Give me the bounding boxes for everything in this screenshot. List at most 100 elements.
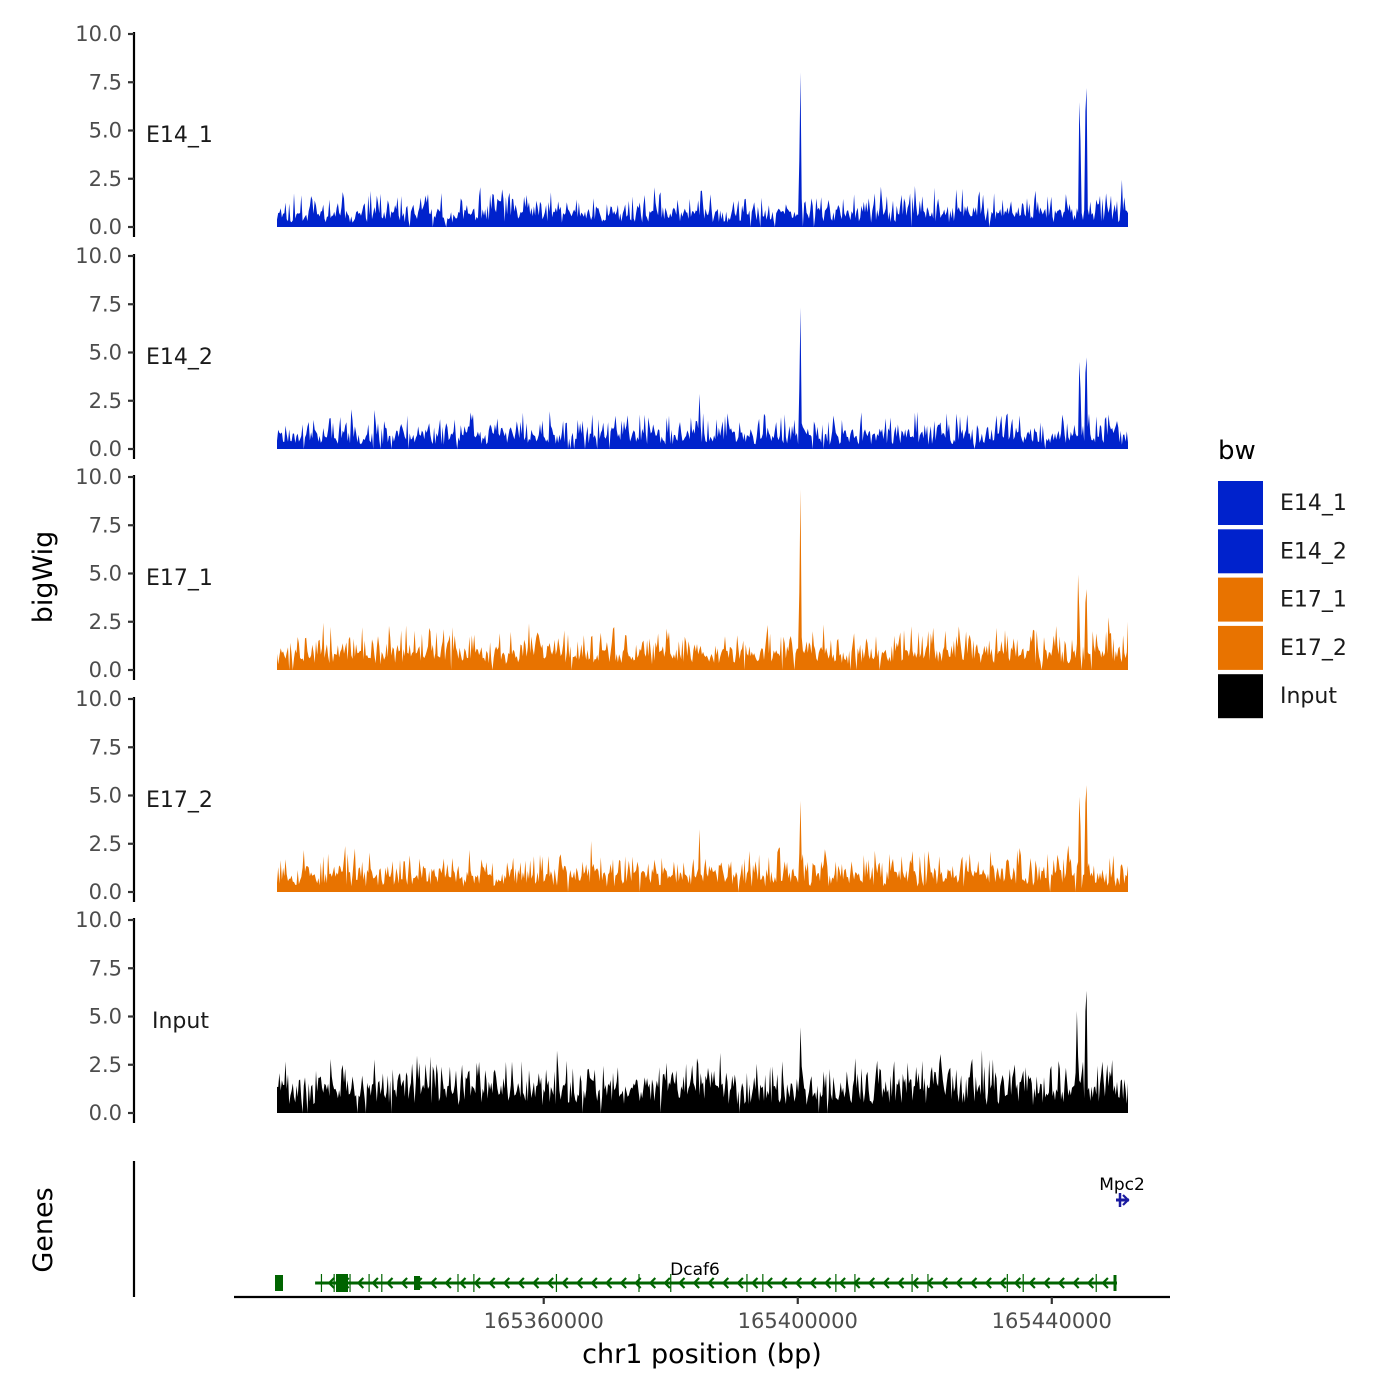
- x-tick-label: 165440000: [992, 1309, 1112, 1333]
- legend-label: E14_1: [1280, 491, 1347, 516]
- strand-arrow: [400, 1277, 408, 1289]
- strand-arrow: [458, 1277, 467, 1289]
- y-tick-label: 7.5: [89, 513, 122, 537]
- x-axis-title: chr1 position (bp): [582, 1339, 822, 1370]
- strand-arrow: [692, 1277, 700, 1289]
- y-tick-label: 0.0: [89, 658, 122, 682]
- strand-arrow: [896, 1277, 905, 1289]
- gene-track: Dcaf6 Mpc2: [132, 1161, 1145, 1297]
- strand-arrow: [969, 1277, 978, 1289]
- strand-arrow: [867, 1277, 876, 1289]
- strand-arrow: [838, 1277, 846, 1289]
- legend: bw E14_1 E14_2 E17_1 E17_2 Input: [1218, 436, 1347, 719]
- strand-arrow: [823, 1277, 832, 1289]
- legend-label: E17_1: [1280, 588, 1347, 613]
- strand-arrow: [663, 1277, 671, 1289]
- strand-arrow: [575, 1277, 584, 1289]
- strand-arrow: [911, 1277, 919, 1289]
- strand-arrow: [473, 1277, 481, 1289]
- strand-arrow: [1101, 1277, 1109, 1289]
- strand-arrow: [590, 1277, 598, 1289]
- y-tick-label: 2.5: [89, 610, 122, 634]
- legend-key-e14-2: [1218, 529, 1263, 574]
- legend-key-input: [1218, 674, 1263, 719]
- y-tick-label: 2.5: [89, 1053, 122, 1077]
- x-tick-label: 165360000: [484, 1309, 604, 1333]
- track-e14-1: 0.0 2.5 5.0 7.5 10.0 E14_1: [75, 22, 1128, 239]
- strand-arrow: [604, 1277, 613, 1289]
- strand-arrow: [429, 1277, 438, 1289]
- legend-title: bw: [1218, 436, 1256, 466]
- y-tick-label: 10.0: [75, 22, 122, 46]
- y-tick-label: 2.5: [89, 167, 122, 191]
- strand-arrow: [780, 1277, 788, 1289]
- coverage-area: [277, 489, 1128, 670]
- legend-key-e17-2: [1218, 625, 1263, 670]
- y-tick-label: 7.5: [89, 956, 122, 980]
- y-tick-label: 10.0: [75, 908, 122, 932]
- track-label: E14_2: [146, 345, 213, 370]
- y-tick-label: 10.0: [75, 687, 122, 711]
- gene-label: Dcaf6: [670, 1260, 720, 1280]
- exon-block: [275, 1275, 283, 1291]
- x-tick-label: 165400000: [738, 1309, 858, 1333]
- legend-label: Input: [1280, 684, 1337, 709]
- strand-arrow: [444, 1277, 452, 1289]
- track-label: E17_1: [146, 566, 213, 591]
- gene-mpc2: Mpc2: [1099, 1175, 1145, 1207]
- x-axis: 165360000 165400000 165440000: [234, 1295, 1170, 1333]
- strand-arrow: [385, 1277, 394, 1289]
- strand-arrow: [1057, 1277, 1065, 1289]
- track-label: E17_2: [146, 788, 213, 813]
- y-tick-label: 0.0: [89, 215, 122, 239]
- strand-arrow: [531, 1277, 540, 1289]
- track-e17-2: 0.0 2.5 5.0 7.5 10.0 E17_2: [75, 687, 1128, 904]
- strand-arrow: [1013, 1277, 1022, 1289]
- strand-arrow: [750, 1277, 759, 1289]
- strand-arrow: [619, 1277, 627, 1289]
- strand-arrow: [882, 1277, 890, 1289]
- strand-arrow: [1122, 1194, 1130, 1206]
- y-tick-label: 2.5: [89, 389, 122, 413]
- y-tick-label: 5.0: [89, 1005, 122, 1029]
- track-e14-2: 0.0 2.5 5.0 7.5 10.0 E14_2: [75, 244, 1128, 461]
- y-tick-label: 0.0: [89, 1101, 122, 1125]
- strand-arrow: [809, 1277, 817, 1289]
- coverage-area: [277, 72, 1128, 228]
- strand-arrow: [546, 1277, 554, 1289]
- y-tick-label: 0.0: [89, 437, 122, 461]
- strand-arrow: [765, 1277, 773, 1289]
- strand-arrow: [999, 1277, 1007, 1289]
- strand-arrow: [736, 1277, 744, 1289]
- strand-arrow: [1028, 1277, 1036, 1289]
- strand-arrow: [721, 1277, 730, 1289]
- strand-arrow: [1042, 1277, 1051, 1289]
- y-tick-label: 10.0: [75, 244, 122, 268]
- strand-arrow: [502, 1277, 511, 1289]
- track-e17-1: 0.0 2.5 5.0 7.5 10.0 E17_1: [75, 465, 1128, 682]
- y-tick-label: 7.5: [89, 70, 122, 94]
- coverage-area: [277, 785, 1128, 892]
- y-tick-label: 0.0: [89, 880, 122, 904]
- strand-arrow: [371, 1277, 379, 1289]
- legend-key-e17-1: [1218, 577, 1263, 622]
- y-tick-label: 7.5: [89, 735, 122, 759]
- strand-arrow: [327, 1277, 335, 1289]
- strand-arrow: [707, 1277, 715, 1289]
- y-tick-label: 7.5: [89, 292, 122, 316]
- strand-arrow: [648, 1277, 657, 1289]
- gene-dcaf6: Dcaf6: [275, 1260, 1117, 1292]
- coverage-area: [277, 307, 1128, 449]
- coverage-area: [277, 990, 1128, 1113]
- y-tick-label: 5.0: [89, 562, 122, 586]
- track-input: 0.0 2.5 5.0 7.5 10.0 Input: [75, 908, 1128, 1125]
- track-label: Input: [152, 1009, 209, 1034]
- strand-arrow: [1072, 1277, 1080, 1289]
- legend-label: E17_2: [1280, 636, 1347, 661]
- y-axis-title: bigWig: [28, 531, 59, 624]
- strand-arrow: [794, 1277, 803, 1289]
- strand-arrow: [561, 1277, 569, 1289]
- strand-arrow: [488, 1277, 496, 1289]
- exon-block: [414, 1276, 420, 1290]
